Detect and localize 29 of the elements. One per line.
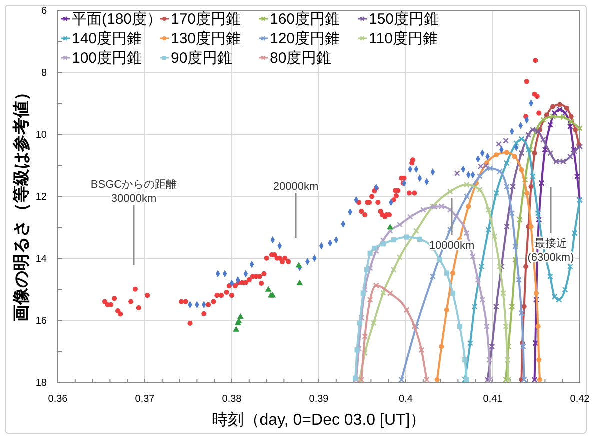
legend-label: 100度円錐 <box>72 50 142 67</box>
annotation: BSGCからの距離 30000km <box>90 179 178 205</box>
y-tick-label: 16 <box>36 316 48 328</box>
x-tick-label: 0.37 <box>135 394 156 406</box>
y-tick-label: 18 <box>36 378 48 390</box>
legend-label: 140度円錐 <box>72 30 142 48</box>
legend-label: 110度円錐 <box>369 30 438 48</box>
legend-label: 平面(180度） <box>72 11 162 28</box>
y-tick-label: 8 <box>41 68 48 80</box>
legend-label: 80度円錐 <box>270 50 332 67</box>
x-tick-label: 0.39 <box>309 394 330 406</box>
legend-label: 90度円錐 <box>171 50 233 67</box>
legend-label: 130度円錐 <box>171 30 242 48</box>
x-axis-title: 時刻（day, 0=Dec 03.0 [UT]） <box>212 411 426 429</box>
x-tick-label: 0.41 <box>483 394 504 406</box>
x-tick-label: 0.42 <box>570 394 590 406</box>
x-tick-label: 0.4 <box>399 394 414 406</box>
y-tick-label: 12 <box>36 192 48 204</box>
y-tick-label: 14 <box>36 254 48 266</box>
legend-label: 150度円錐 <box>369 11 440 28</box>
y-axis-title: 画像の明るさ（等級は参考値） <box>12 84 31 322</box>
annotation: 20000km <box>273 181 319 193</box>
x-tick-label: 0.36 <box>48 394 68 406</box>
legend-label: 170度円錐 <box>171 11 242 28</box>
x-tick-label: 0.38 <box>222 394 242 406</box>
legend-label: 160度円錐 <box>270 11 340 28</box>
y-tick-label: 10 <box>36 130 48 142</box>
y-tick-label: 6 <box>41 6 48 18</box>
legend-label: 120度円錐 <box>270 30 340 48</box>
